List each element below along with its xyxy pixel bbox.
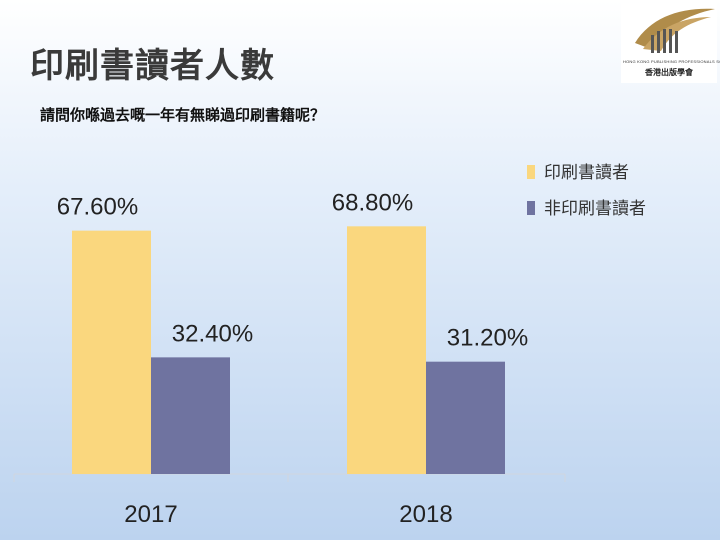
page-title: 印刷書讀者人數 <box>30 46 275 86</box>
bar-2018-series-1 <box>426 361 505 474</box>
x-tick-label-2017: 2017 <box>124 501 177 528</box>
logo-org-zh: 香港出版學會 <box>645 68 693 77</box>
logo-org-en: HONG KONG PUBLISHING PROFESSIONALS SOCIE… <box>623 59 720 64</box>
bar-2017-series-0 <box>72 230 151 474</box>
data-label-2018-series-0: 68.80% <box>332 189 413 216</box>
legend-swatch-0 <box>527 165 535 179</box>
bar-2017-series-1 <box>151 357 230 474</box>
legend-swatch-1 <box>527 201 535 215</box>
hkpps-logo: HONG KONG PUBLISHING PROFESSIONALS SOCIE… <box>621 3 720 83</box>
legend-label-1: 非印刷書讀者 <box>544 199 646 219</box>
logo-emblem-icon <box>635 8 715 53</box>
legend-label-0: 印刷書讀者 <box>544 163 629 183</box>
x-tick-label-2018: 2018 <box>399 501 452 528</box>
data-label-2017-series-0: 67.60% <box>57 194 138 221</box>
data-label-2018-series-1: 31.20% <box>447 325 528 352</box>
survey-question: 請問你喺過去嘅一年有無睇過印刷書籍呢？ <box>40 106 326 124</box>
data-label-2017-series-1: 32.40% <box>172 320 253 347</box>
bar-2018-series-0 <box>347 226 426 474</box>
